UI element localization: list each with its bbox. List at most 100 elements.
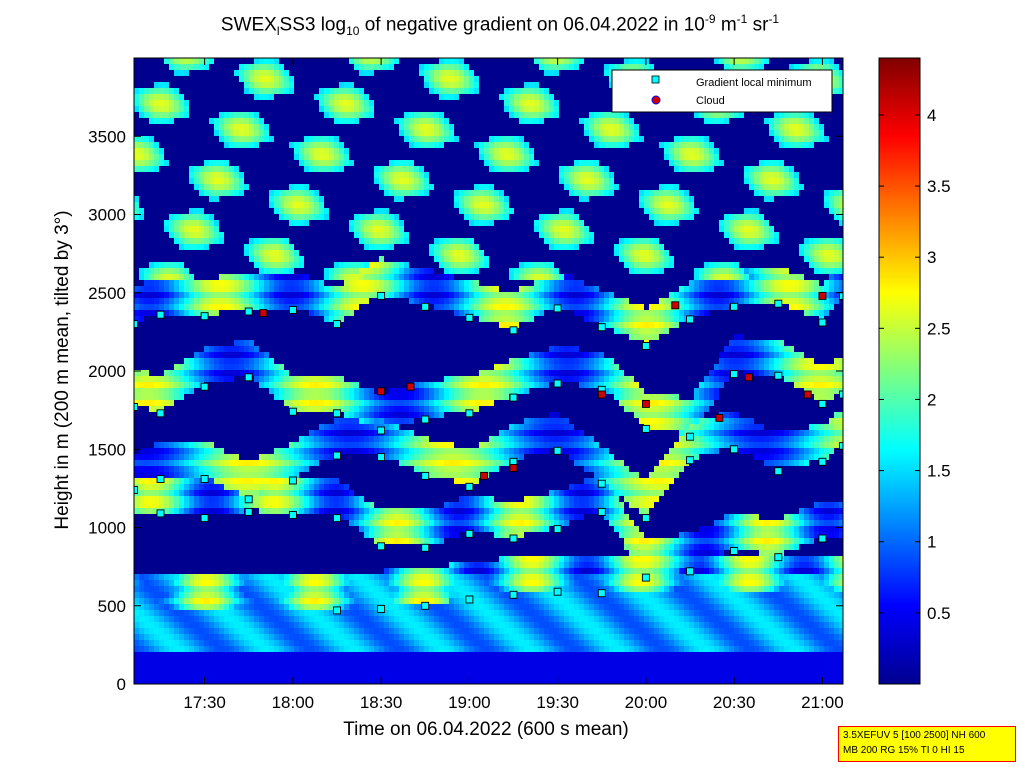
heatmap-cell (189, 370, 194, 376)
heatmap-cell (184, 358, 189, 364)
heatmap-cell (419, 682, 424, 684)
heatmap-cell (324, 286, 329, 292)
heatmap-cell (204, 658, 209, 664)
heatmap-cell (239, 70, 244, 76)
heatmap-cell (409, 634, 414, 640)
heatmap-cell (514, 154, 519, 160)
heatmap-cell (504, 208, 509, 214)
heatmap-cell (424, 280, 429, 286)
heatmap-cell (484, 382, 489, 388)
heatmap-cell (539, 106, 544, 112)
heatmap-cell (329, 478, 334, 484)
heatmap-cell (529, 310, 534, 316)
heatmap-cell (274, 658, 279, 664)
heatmap-cell (329, 274, 334, 280)
heatmap-cell (459, 676, 464, 682)
heatmap-cell (489, 520, 494, 526)
heatmap-cell (279, 508, 284, 514)
heatmap-cell (284, 496, 289, 502)
heatmap-cell (404, 670, 409, 676)
heatmap-cell (264, 616, 269, 622)
heatmap-cell (149, 262, 154, 268)
heatmap-cell (499, 394, 504, 400)
heatmap-cell (489, 394, 494, 400)
heatmap-cell (319, 496, 324, 502)
heatmap-cell (349, 424, 354, 430)
heatmap-cell (304, 640, 309, 646)
heatmap-cell (504, 148, 509, 154)
heatmap-cell (369, 436, 374, 442)
heatmap-cell (344, 592, 349, 598)
heatmap-cell (514, 646, 519, 652)
heatmap-cell (524, 370, 529, 376)
heatmap-cell (549, 574, 554, 580)
heatmap-cell (204, 598, 209, 604)
heatmap-cell (179, 658, 184, 664)
heatmap-cell (504, 394, 509, 400)
heatmap-cell (404, 634, 409, 640)
heatmap-cell (384, 436, 389, 442)
heatmap-cell (414, 268, 419, 274)
heatmap-cell (444, 298, 449, 304)
heatmap-cell (264, 136, 269, 142)
heatmap-cell (499, 460, 504, 466)
heatmap-cell (154, 160, 159, 166)
heatmap-cell (404, 676, 409, 682)
heatmap-cell (264, 382, 269, 388)
heatmap-cell (234, 340, 239, 346)
heatmap-cell (399, 262, 404, 268)
heatmap-cell (239, 172, 244, 178)
heatmap-cell (329, 574, 334, 580)
heatmap-cell (409, 526, 414, 532)
heatmap-cell (504, 304, 509, 310)
heatmap-cell (534, 520, 539, 526)
heatmap-cell (334, 88, 339, 94)
heatmap-cell (484, 508, 489, 514)
heatmap-cell (384, 670, 389, 676)
heatmap-cell (534, 58, 539, 64)
heatmap-cell (194, 352, 199, 358)
heatmap-cell (559, 442, 564, 448)
heatmap-cell (454, 598, 459, 604)
heatmap-cell (349, 226, 354, 232)
heatmap-cell (214, 496, 219, 502)
heatmap-cell (294, 610, 299, 616)
heatmap-cell (474, 280, 479, 286)
heatmap-cell (334, 286, 339, 292)
heatmap-cell (259, 118, 264, 124)
heatmap-cell (314, 202, 319, 208)
heatmap-cell (284, 580, 289, 586)
heatmap-cell (299, 598, 304, 604)
heatmap-cell (444, 442, 449, 448)
heatmap-cell (474, 472, 479, 478)
heatmap-cell (314, 382, 319, 388)
heatmap-cell (414, 514, 419, 520)
heatmap-cell (294, 490, 299, 496)
heatmap-cell (279, 268, 284, 274)
heatmap-cell (289, 658, 294, 664)
heatmap-cell (244, 490, 249, 496)
heatmap-cell (349, 664, 354, 670)
heatmap-cell (134, 466, 139, 472)
heatmap-cell (409, 436, 414, 442)
heatmap-cell (324, 616, 329, 622)
heatmap-cell (394, 286, 399, 292)
heatmap-cell (424, 136, 429, 142)
heatmap-cell (419, 394, 424, 400)
heatmap-cell (434, 466, 439, 472)
heatmap-cell (304, 496, 309, 502)
heatmap-cell (389, 664, 394, 670)
heatmap-cell (204, 472, 209, 478)
heatmap-cell (399, 124, 404, 130)
heatmap-cell (469, 400, 474, 406)
heatmap-cell (459, 622, 464, 628)
heatmap-cell (294, 190, 299, 196)
heatmap-cell (134, 574, 139, 580)
heatmap-cell (509, 664, 514, 670)
heatmap-cell (539, 232, 544, 238)
heatmap-cell (544, 58, 549, 64)
heatmap-cell (324, 292, 329, 298)
heatmap-cell (224, 118, 229, 124)
heatmap-cell (294, 622, 299, 628)
heatmap-cell (414, 442, 419, 448)
